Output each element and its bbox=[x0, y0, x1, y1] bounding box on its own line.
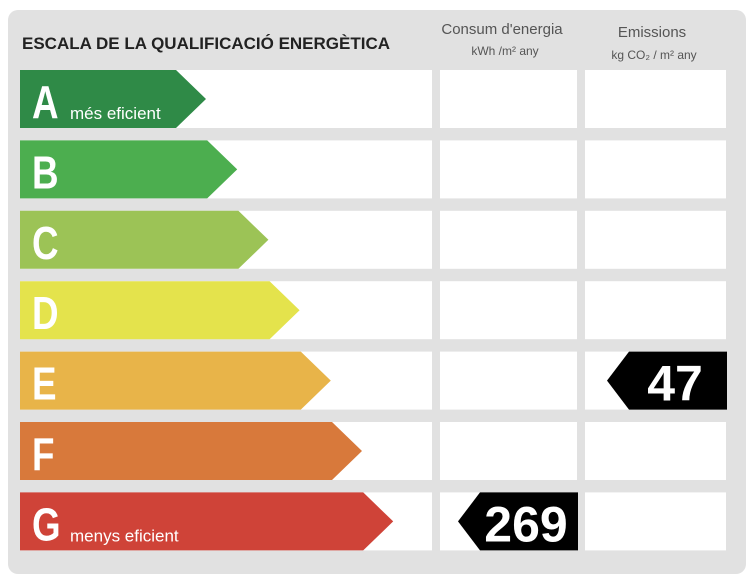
cell bbox=[585, 140, 726, 199]
cell bbox=[440, 281, 577, 340]
class-letter: D bbox=[32, 287, 59, 339]
class-arrow bbox=[20, 210, 269, 269]
class-letter: A bbox=[32, 76, 59, 128]
column-title: Emissions bbox=[618, 24, 686, 41]
class-arrow bbox=[20, 140, 238, 199]
class-letter: G bbox=[32, 498, 61, 550]
cell bbox=[585, 210, 726, 269]
class-arrow bbox=[20, 351, 331, 410]
cell bbox=[585, 281, 726, 340]
cell bbox=[440, 70, 577, 128]
cell bbox=[440, 140, 577, 199]
cell bbox=[585, 422, 726, 480]
class-letter: C bbox=[32, 217, 59, 269]
rating-value: 269 bbox=[484, 496, 567, 552]
column-title: Consum d'energia bbox=[441, 21, 563, 38]
class-label: més eficient bbox=[70, 104, 161, 123]
class-letter: B bbox=[32, 146, 59, 198]
column-unit: kg CO₂ / m² any bbox=[611, 48, 696, 62]
class-arrow bbox=[20, 70, 206, 128]
rating-value: 47 bbox=[647, 356, 703, 412]
rating-badge bbox=[458, 492, 578, 551]
class-letter: F bbox=[32, 428, 54, 480]
class-label: menys eficient bbox=[70, 526, 179, 545]
cell bbox=[440, 351, 577, 410]
cell bbox=[585, 492, 726, 551]
rating-badge bbox=[607, 351, 727, 410]
class-arrow bbox=[20, 492, 394, 551]
cell bbox=[440, 422, 577, 480]
cell bbox=[585, 70, 726, 128]
class-arrow bbox=[20, 281, 300, 340]
column-unit: kWh /m² any bbox=[471, 44, 538, 58]
title: ESCALA DE LA QUALIFICACIÓ ENERGÈTICA bbox=[22, 34, 390, 53]
class-arrow bbox=[20, 422, 362, 480]
cell bbox=[440, 210, 577, 269]
class-letter: E bbox=[32, 358, 57, 410]
